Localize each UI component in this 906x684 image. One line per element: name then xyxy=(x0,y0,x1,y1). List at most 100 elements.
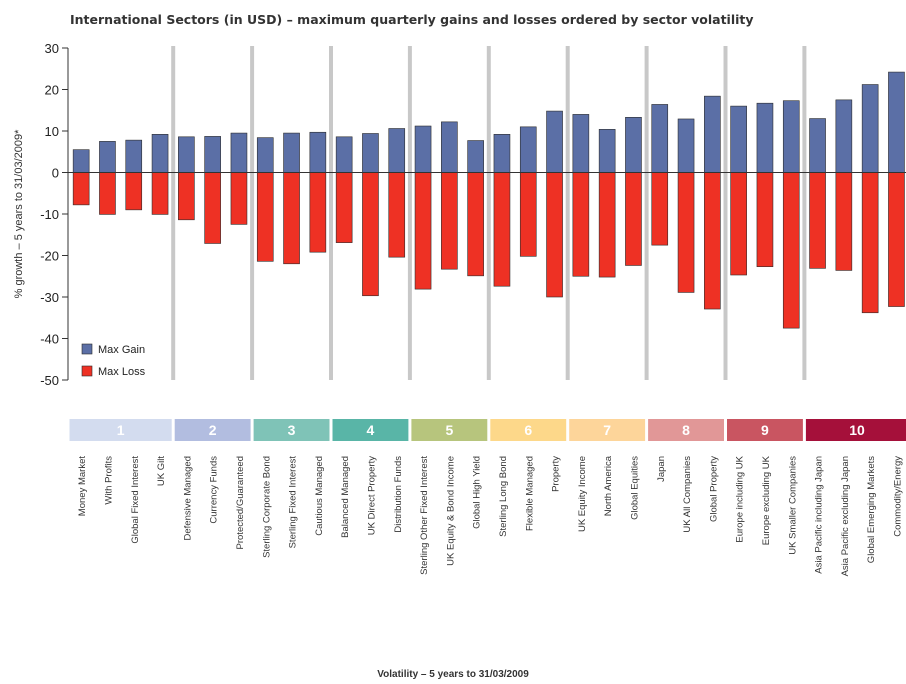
loss-bar xyxy=(388,172,406,258)
volatility-band-label: 4 xyxy=(367,422,375,438)
loss-bar xyxy=(441,172,458,270)
loss-bar xyxy=(809,172,826,269)
category-label: Sterling Long Bond xyxy=(498,456,509,537)
gain-bar xyxy=(72,149,90,173)
category-label: Protected/Guaranteed xyxy=(235,456,246,549)
gain-bar xyxy=(835,99,853,173)
y-axis: 30 20 10 0 -10 -20 -30 -40 -50 xyxy=(40,41,906,388)
category-label: Europe excluding UK xyxy=(761,455,772,545)
y-axis-title: % growth – 5 years to 31/03/2009* xyxy=(13,129,25,298)
loss-bar xyxy=(519,172,537,257)
gain-bar xyxy=(651,104,669,173)
category-label: UK Direct Property xyxy=(366,456,377,535)
category-label: Distribution Funds xyxy=(393,456,404,533)
gain-bar xyxy=(809,118,826,173)
category-label: UK Equity & Bond Income xyxy=(445,456,456,566)
gain-bar xyxy=(388,128,406,173)
category-label: Flexible Managed xyxy=(524,456,535,531)
gain-bar xyxy=(283,132,300,173)
category-label: Commodity/Energy xyxy=(892,456,903,537)
gain-bar xyxy=(782,100,800,173)
loss-bar xyxy=(178,172,195,221)
volatility-band xyxy=(411,419,488,441)
volatility-band-label: 6 xyxy=(524,422,532,438)
gain-bar xyxy=(704,95,721,173)
gain-bar xyxy=(572,114,590,173)
category-label: Property xyxy=(551,456,562,492)
volatility-bands: 1 2 3 4 5 6 7 8 9 10 xyxy=(69,419,906,441)
loss-bar xyxy=(572,172,590,277)
loss-bar xyxy=(677,172,695,293)
gain-bar xyxy=(677,118,695,173)
volatility-band xyxy=(805,419,906,441)
loss-bar xyxy=(125,172,143,211)
category-label: UK Smaller Companies xyxy=(787,456,798,555)
gain-bar xyxy=(756,102,774,173)
loss-bar xyxy=(230,172,248,225)
gain-bar xyxy=(151,134,169,173)
gain-bar xyxy=(335,136,353,173)
volatility-band-label: 9 xyxy=(761,422,769,438)
y-tick-label: -50 xyxy=(40,373,59,388)
loss-bar xyxy=(730,172,747,276)
gain-bar xyxy=(730,105,747,173)
category-label: Global High Yield xyxy=(472,456,483,529)
volatility-band-label: 8 xyxy=(682,422,690,438)
volatility-band xyxy=(648,419,724,441)
loss-bar xyxy=(467,172,484,277)
category-label: UK All Companies xyxy=(682,456,693,533)
loss-bar xyxy=(256,172,274,262)
category-label: Cautious Managed xyxy=(314,456,325,536)
gain-bar xyxy=(625,117,642,173)
loss-bar xyxy=(335,172,353,243)
loss-bar xyxy=(99,172,116,215)
loss-bar xyxy=(72,172,90,206)
legend: Max Gain Max Loss xyxy=(81,343,146,378)
y-tick-label: 0 xyxy=(52,166,59,181)
category-label: UK Equity Income xyxy=(577,456,588,532)
chart-title: International Sectors (in USD) – maximum… xyxy=(70,12,754,27)
category-label: UK Gilt xyxy=(156,456,167,486)
category-label: Global Emerging Markets xyxy=(866,456,877,563)
loss-bar xyxy=(625,172,642,266)
loss-bar xyxy=(151,172,169,215)
volatility-band xyxy=(727,419,803,441)
loss-bar xyxy=(414,172,432,290)
gain-bar xyxy=(861,84,879,173)
category-label: Global Property xyxy=(708,456,719,522)
legend-swatch xyxy=(81,343,93,355)
volatility-band xyxy=(174,419,251,441)
legend-swatch xyxy=(81,365,93,377)
gain-bar xyxy=(204,136,221,173)
gain-bar xyxy=(309,131,327,173)
legend-label: Max Gain xyxy=(98,344,145,356)
gain-bar xyxy=(256,137,274,173)
category-label: Defensive Managed xyxy=(182,456,193,541)
loss-bar xyxy=(756,172,774,268)
loss-bar xyxy=(546,172,563,298)
loss-bar xyxy=(362,172,379,297)
category-label: Japan xyxy=(656,456,667,482)
gain-bar xyxy=(467,140,484,173)
volatility-band xyxy=(490,419,567,441)
y-tick-label: 10 xyxy=(45,124,59,139)
volatility-band xyxy=(69,419,172,441)
gain-bar xyxy=(546,110,563,173)
volatility-band-label: 3 xyxy=(288,422,296,438)
category-label: Currency Funds xyxy=(209,456,220,524)
loss-bar xyxy=(309,172,327,253)
category-label: Money Market xyxy=(77,456,88,517)
category-label: Sterling Corporate Bond xyxy=(261,456,272,558)
gain-bar xyxy=(598,129,616,173)
gain-bar xyxy=(125,139,143,173)
y-tick-label: -30 xyxy=(40,290,59,305)
volatility-band xyxy=(569,419,646,441)
loss-bar xyxy=(204,172,221,244)
gain-bar xyxy=(441,121,458,173)
loss-bar xyxy=(651,172,669,246)
loss-bar xyxy=(598,172,616,278)
y-tick-label: 30 xyxy=(45,41,59,56)
category-label: Global Equities xyxy=(629,456,640,520)
category-label: Sterling Fixed Interest xyxy=(288,456,299,549)
